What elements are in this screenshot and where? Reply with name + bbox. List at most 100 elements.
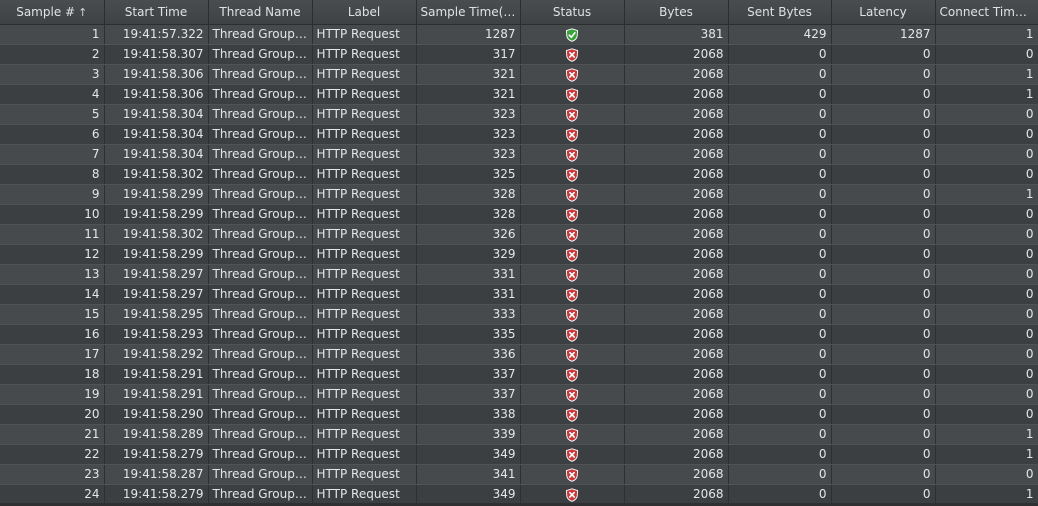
cell-label: HTTP Request [312, 204, 417, 225]
column-header-connect-time[interactable]: Connect Time(... [935, 0, 1038, 25]
cell-thread-name: Thread Group ... [208, 24, 313, 45]
error-shield-icon [565, 287, 579, 302]
cell-bytes: 2068 [624, 64, 729, 85]
cell-sent-bytes: 0 [728, 424, 832, 445]
table-row[interactable]: 14 19:41:58.297 Thread Group ... HTTP Reque… [0, 284, 1038, 305]
column-header-sample[interactable]: Sample # ↑ [0, 0, 105, 25]
cell-sample-time: 337 [416, 384, 521, 405]
cell-bytes: 2068 [624, 364, 729, 385]
table-row[interactable]: 6 19:41:58.304 Thread Group ... HTTP Reques… [0, 124, 1038, 145]
cell-label: HTTP Request [312, 64, 417, 85]
cell-sample-time: 349 [416, 484, 521, 505]
table-row[interactable]: 9 19:41:58.299 Thread Group ... HTTP Reques… [0, 184, 1038, 205]
column-header-status[interactable]: Status [520, 0, 625, 25]
table-row[interactable]: 23 19:41:58.287 Thread Group ... HTTP Reque… [0, 464, 1038, 485]
column-header-label: Sample # [16, 5, 76, 19]
cell-connect-time: 0 [935, 304, 1038, 325]
table-row[interactable]: 11 19:41:58.302 Thread Group ... HTTP Reque… [0, 224, 1038, 245]
table-row[interactable]: 5 19:41:58.304 Thread Group ... HTTP Reques… [0, 104, 1038, 125]
cell-bytes: 2068 [624, 104, 729, 125]
cell-label: HTTP Request [312, 124, 417, 145]
table-row[interactable]: 24 19:41:58.279 Thread Group ... HTTP Reque… [0, 484, 1038, 505]
cell-connect-time: 0 [935, 284, 1038, 305]
cell-connect-time: 0 [935, 204, 1038, 225]
cell-status [520, 424, 625, 445]
table-row[interactable]: 18 19:41:58.291 Thread Group ... HTTP Reque… [0, 364, 1038, 385]
cell-sent-bytes: 0 [728, 464, 832, 485]
column-header-bytes[interactable]: Bytes [624, 0, 729, 25]
cell-connect-time: 0 [935, 104, 1038, 125]
cell-status [520, 244, 625, 265]
cell-sent-bytes: 0 [728, 384, 832, 405]
cell-thread-name: Thread Group ... [208, 104, 313, 125]
cell-thread-name: Thread Group ... [208, 444, 313, 465]
cell-sample: 11 [0, 224, 105, 245]
cell-start-time: 19:41:58.304 [104, 144, 209, 165]
table-row[interactable]: 20 19:41:58.290 Thread Group ... HTTP Reque… [0, 404, 1038, 425]
cell-sample-time: 323 [416, 124, 521, 145]
error-shield-icon [565, 187, 579, 202]
column-header-start-time[interactable]: Start Time [104, 0, 209, 25]
cell-start-time: 19:41:58.302 [104, 164, 209, 185]
cell-bytes: 2068 [624, 404, 729, 425]
table-row[interactable]: 7 19:41:58.304 Thread Group ... HTTP Reques… [0, 144, 1038, 165]
cell-latency: 0 [831, 284, 936, 305]
error-shield-icon [565, 387, 579, 402]
cell-sample: 3 [0, 64, 105, 85]
cell-sent-bytes: 0 [728, 284, 832, 305]
error-shield-icon [565, 247, 579, 262]
table-row[interactable]: 10 19:41:58.299 Thread Group ... HTTP Reque… [0, 204, 1038, 225]
cell-start-time: 19:41:57.322 [104, 24, 209, 45]
cell-label: HTTP Request [312, 244, 417, 265]
table-row[interactable]: 3 19:41:58.306 Thread Group ... HTTP Reques… [0, 64, 1038, 85]
cell-start-time: 19:41:58.293 [104, 324, 209, 345]
table-row[interactable]: 22 19:41:58.279 Thread Group ... HTTP Reque… [0, 444, 1038, 465]
cell-sent-bytes: 429 [728, 24, 832, 45]
column-header-thread-name[interactable]: Thread Name [208, 0, 313, 25]
table-row[interactable]: 8 19:41:58.302 Thread Group ... HTTP Reques… [0, 164, 1038, 185]
cell-start-time: 19:41:58.291 [104, 364, 209, 385]
table-row[interactable]: 19 19:41:58.291 Thread Group ... HTTP Reque… [0, 384, 1038, 405]
error-shield-icon [565, 347, 579, 362]
cell-status [520, 204, 625, 225]
cell-sample-time: 337 [416, 364, 521, 385]
column-header-label[interactable]: Label [312, 0, 417, 25]
cell-sent-bytes: 0 [728, 204, 832, 225]
cell-sample: 17 [0, 344, 105, 365]
cell-bytes: 2068 [624, 44, 729, 65]
cell-sample-time: 335 [416, 324, 521, 345]
cell-sample: 5 [0, 104, 105, 125]
table-row[interactable]: 16 19:41:58.293 Thread Group ... HTTP Reque… [0, 324, 1038, 345]
cell-connect-time: 0 [935, 144, 1038, 165]
cell-thread-name: Thread Group ... [208, 124, 313, 145]
cell-sent-bytes: 0 [728, 224, 832, 245]
table-row[interactable]: 13 19:41:58.297 Thread Group ... HTTP Reque… [0, 264, 1038, 285]
column-header-latency[interactable]: Latency [831, 0, 936, 25]
table-row[interactable]: 12 19:41:58.299 Thread Group ... HTTP Reque… [0, 244, 1038, 265]
table-row[interactable]: 1 19:41:57.322 Thread Group ... HTTP Reques… [0, 24, 1038, 45]
table-row[interactable]: 17 19:41:58.292 Thread Group ... HTTP Reque… [0, 344, 1038, 365]
cell-sample: 6 [0, 124, 105, 145]
table-row[interactable]: 21 19:41:58.289 Thread Group ... HTTP Reque… [0, 424, 1038, 445]
cell-sample: 13 [0, 264, 105, 285]
error-shield-icon [565, 207, 579, 222]
cell-latency: 0 [831, 464, 936, 485]
error-shield-icon [565, 307, 579, 322]
cell-thread-name: Thread Group ... [208, 264, 313, 285]
horizontal-scrollbar[interactable] [0, 503, 1038, 506]
table-row[interactable]: 15 19:41:58.295 Thread Group ... HTTP Reque… [0, 304, 1038, 325]
cell-label: HTTP Request [312, 44, 417, 65]
error-shield-icon [565, 147, 579, 162]
cell-sample-time: 321 [416, 64, 521, 85]
cell-latency: 0 [831, 364, 936, 385]
column-header-sent-bytes[interactable]: Sent Bytes [728, 0, 832, 25]
table-row[interactable]: 2 19:41:58.307 Thread Group ... HTTP Reques… [0, 44, 1038, 65]
table-row[interactable]: 4 19:41:58.306 Thread Group ... HTTP Reques… [0, 84, 1038, 105]
cell-status [520, 324, 625, 345]
cell-label: HTTP Request [312, 24, 417, 45]
cell-latency: 0 [831, 324, 936, 345]
cell-sample: 8 [0, 164, 105, 185]
cell-thread-name: Thread Group ... [208, 64, 313, 85]
column-header-sample-time[interactable]: Sample Time(ms) [416, 0, 521, 25]
